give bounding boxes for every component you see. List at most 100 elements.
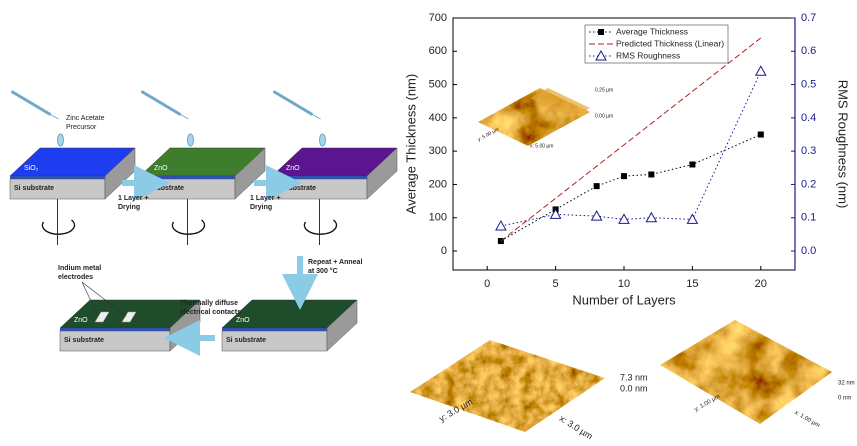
rotation-arrow <box>303 219 338 235</box>
y-tick-label: 100 <box>429 212 447 224</box>
afm-label: 7.3 nm <box>620 372 648 382</box>
marker <box>593 183 600 190</box>
chart: 01002003004005006007000.00.10.20.30.40.5… <box>403 12 850 308</box>
x-axis-label: Number of Layers <box>572 292 676 307</box>
pipette-tip <box>179 113 189 120</box>
marker <box>621 173 627 180</box>
legend-marker <box>595 49 607 61</box>
marker <box>495 220 507 231</box>
y-tick-label: 400 <box>429 112 447 124</box>
pipette <box>11 90 51 116</box>
marker <box>686 213 699 224</box>
rotation-arrow <box>41 219 76 235</box>
step-label: 1 Layer + <box>250 195 281 202</box>
substrate-label: Si substrate <box>64 337 104 344</box>
x-tick-label: 20 <box>755 278 767 290</box>
series-line <box>500 37 762 242</box>
pipette <box>141 90 181 116</box>
afm-left <box>410 340 605 432</box>
y2-tick-label: 0.7 <box>801 12 816 24</box>
y2-tick-label: 0.0 <box>801 245 816 257</box>
y-tick-label: 500 <box>429 78 447 90</box>
droplet <box>187 133 194 147</box>
y2-tick-label: 0.6 <box>801 45 816 57</box>
x-tick-label: 5 <box>553 278 559 290</box>
afm-label: y: 5.00 µm <box>477 127 501 143</box>
afm-label: 0.0 nm <box>620 383 648 393</box>
block-layer <box>60 328 170 331</box>
afm-label: 32 nm <box>838 381 855 387</box>
afm-label: 0.00 µm <box>595 113 613 119</box>
afm-label: x: 1.00 µm <box>793 410 820 429</box>
layer-label: ZnO <box>154 165 168 172</box>
layer-label: ZnO <box>74 317 88 324</box>
step-label: 1 Layer + <box>118 195 149 202</box>
afm-step <box>530 88 590 118</box>
marker <box>754 65 767 76</box>
precursor-label: Precursor <box>66 124 97 131</box>
afm-label: y: 1.00 µm <box>694 394 721 413</box>
y-tick-label: 600 <box>429 45 447 57</box>
y2-tick-label: 0.4 <box>801 112 816 124</box>
block-side <box>234 147 266 200</box>
electrode-label: electrodes <box>58 274 93 281</box>
electrode <box>121 311 137 323</box>
y-tick-label: 700 <box>429 12 447 24</box>
block-layer <box>10 176 105 179</box>
legend-label: RMS Roughness <box>616 50 680 60</box>
afm-right <box>660 320 832 424</box>
series-line <box>500 134 762 242</box>
pointer <box>81 281 99 317</box>
block-layer <box>140 176 235 179</box>
pointer <box>81 281 127 317</box>
droplet <box>319 133 326 147</box>
y2-axis-label: RMS Roughness (nm) <box>836 80 851 209</box>
y2-tick-label: 0.3 <box>801 145 816 157</box>
x-tick-label: 15 <box>686 278 698 290</box>
y-tick-label: 0 <box>441 245 447 257</box>
step-label: Thermally diffuse <box>180 300 238 307</box>
layer-label: SiO₂ <box>24 165 39 172</box>
rotation-arrow <box>171 219 206 235</box>
electrode <box>94 311 110 323</box>
precursor-label: Zinc Acetate <box>66 115 105 122</box>
droplet <box>57 133 64 147</box>
legend-label: Average Thickness <box>616 26 688 36</box>
block-layer <box>222 328 327 331</box>
afm-label: 0 nm <box>838 396 851 402</box>
y2-tick-label: 0.2 <box>801 178 816 190</box>
step-label: electrical contacts <box>180 309 241 316</box>
substrate-label: Si substrate <box>226 337 266 344</box>
afm-label: 0.25 µm <box>595 87 613 93</box>
afm-label: x: 5.00 µm <box>530 143 553 149</box>
y2-tick-label: 0.5 <box>801 78 816 90</box>
marker <box>648 171 655 178</box>
y-tick-label: 200 <box>429 178 447 190</box>
step-label: Drying <box>250 204 272 211</box>
substrate-label: Si substrate <box>14 185 54 192</box>
layer-label: ZnO <box>286 165 300 172</box>
marker <box>618 213 630 224</box>
afm-label: x: 3.0 µm <box>558 413 595 441</box>
marker <box>689 161 696 168</box>
step-label: Repeat + Anneal <box>308 259 362 266</box>
pipette-tip <box>49 113 59 120</box>
x-tick-label: 10 <box>618 278 630 290</box>
block-side <box>366 147 398 200</box>
block-side <box>326 299 358 352</box>
x-tick-label: 0 <box>484 278 490 290</box>
marker <box>549 208 562 219</box>
y2-tick-label: 0.1 <box>801 212 816 224</box>
layer-label: ZnO <box>236 317 250 324</box>
block-layer <box>272 176 367 179</box>
marker <box>590 210 603 221</box>
legend-label: Predicted Thickness (Linear) <box>616 38 724 48</box>
marker <box>645 211 658 223</box>
step-label: Drying <box>118 204 140 211</box>
pipette-tip <box>311 113 321 120</box>
pipette <box>273 90 313 116</box>
afm-images: 0.25 µm 0.00 µm y: 5.00 µm x: 5.00 µm 7.3 nm… <box>410 87 855 441</box>
electrode-label: Indium metal <box>58 265 101 272</box>
y-axis-label: Average Thickness (nm) <box>403 74 418 214</box>
